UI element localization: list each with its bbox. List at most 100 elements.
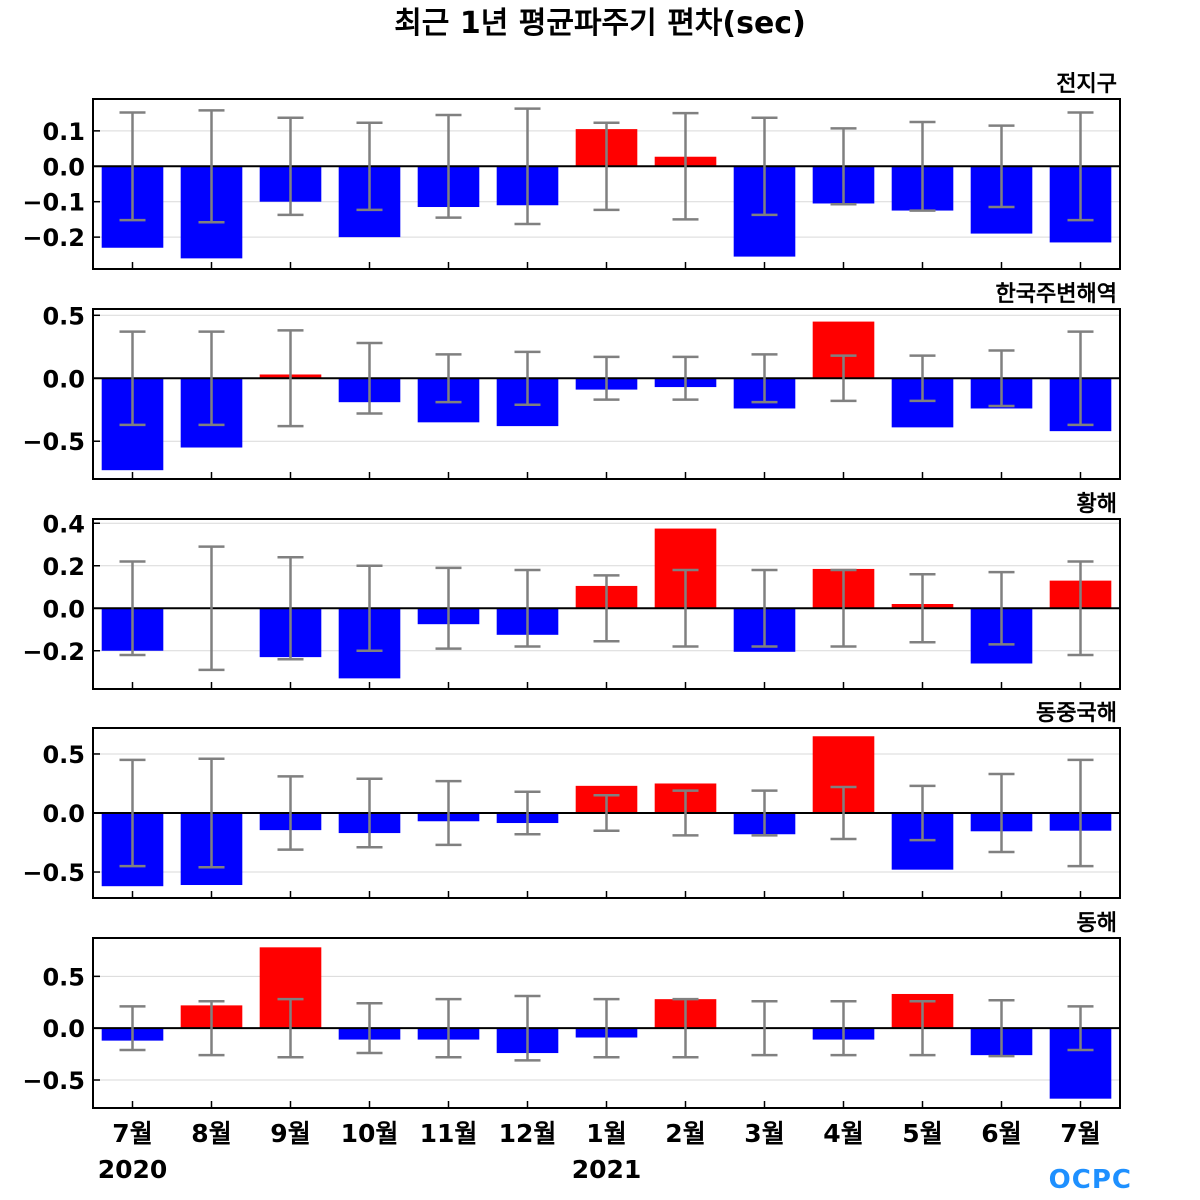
y-tick-label: −0.2	[22, 224, 85, 252]
panel-label: 전지구	[1056, 72, 1117, 97]
error-bar	[198, 545, 225, 672]
panel-2: 한국주변해역 0.5 0.0 −0.5	[22, 282, 1121, 480]
error-bar	[988, 772, 1015, 854]
y-tick-label: 0.5	[42, 963, 85, 991]
error-bar	[1067, 1005, 1094, 1052]
y-tick-label: 0.0	[42, 800, 85, 828]
error-bar	[119, 330, 146, 427]
x-tick-label: 7월	[112, 1119, 152, 1148]
error-bar	[751, 789, 778, 837]
error-bar	[119, 560, 146, 657]
error-bar	[988, 570, 1015, 646]
error-bar	[514, 107, 541, 226]
error-bar	[198, 109, 225, 224]
error-bar	[1067, 758, 1094, 868]
error-bar	[830, 785, 857, 841]
error-bar	[356, 564, 383, 652]
y-tick-label: 0.5	[42, 741, 85, 769]
error-bar	[593, 355, 620, 401]
error-bar	[1067, 111, 1094, 222]
panel-frame	[92, 937, 1121, 1109]
error-bar	[909, 573, 936, 644]
chart-panels: 전지구 0.1 0.0 −0.1 −0.2 한국주변해역 0.5 0.0 −0.5 황해 0.4 0.…	[22, 72, 1121, 1109]
error-bar	[198, 330, 225, 427]
error-bar	[1067, 330, 1094, 427]
error-bar	[672, 789, 699, 837]
y-tick-label: 0.0	[42, 595, 85, 623]
error-bar	[672, 111, 699, 221]
error-bar	[198, 757, 225, 869]
x-tick-label: 11월	[420, 1119, 478, 1148]
error-bar	[356, 777, 383, 849]
y-tick-label: 0.0	[42, 1015, 85, 1043]
x-tick-label: 6월	[981, 1119, 1021, 1148]
y-tick-label: −0.5	[22, 428, 85, 456]
x-tick-label: 10월	[341, 1119, 399, 1148]
panel-frame	[92, 518, 1121, 690]
error-bar	[830, 127, 857, 206]
error-bar	[909, 354, 936, 403]
error-bar	[672, 355, 699, 401]
error-bar	[988, 998, 1015, 1058]
error-bar	[593, 121, 620, 212]
y-tick-label: 0.1	[42, 118, 85, 146]
error-bar	[514, 790, 541, 836]
error-bar	[751, 116, 778, 217]
error-bar	[356, 341, 383, 415]
error-bar	[830, 354, 857, 403]
y-tick-label: 0.0	[42, 365, 85, 393]
error-bar	[514, 568, 541, 648]
logo-text: OCPC	[1049, 1165, 1132, 1195]
error-bar	[435, 779, 462, 847]
x-tick-label: 1월	[586, 1119, 626, 1148]
x-tick-label: 4월	[823, 1119, 863, 1148]
error-bar	[119, 758, 146, 868]
ocpc-logo: OCPC	[1049, 1165, 1132, 1195]
panel-label: 황해	[1077, 492, 1117, 517]
error-bar	[277, 775, 304, 851]
error-bar	[435, 997, 462, 1059]
error-bar	[356, 1002, 383, 1055]
x-tick-label: 9월	[270, 1119, 310, 1148]
x-tick-label: 3월	[744, 1119, 784, 1148]
error-bar	[751, 568, 778, 648]
y-tick-label: 0.5	[42, 302, 85, 330]
error-bar	[830, 999, 857, 1057]
error-bar	[435, 113, 462, 219]
panel-frame	[92, 98, 1121, 270]
error-bar	[751, 999, 778, 1057]
error-bar	[909, 999, 936, 1057]
error-bar	[593, 794, 620, 832]
error-bar	[198, 999, 225, 1057]
y-tick-label: −0.5	[22, 1067, 85, 1095]
y-tick-label: −0.2	[22, 638, 85, 666]
error-bar	[119, 1005, 146, 1052]
x-tick-label: 2월	[665, 1119, 705, 1148]
panel-label: 한국주변해역	[996, 282, 1117, 307]
chart-title: 최근 1년 평균파주기 편차(sec)	[394, 6, 806, 41]
panel-frame	[92, 308, 1121, 480]
error-bar	[514, 994, 541, 1062]
error-bar	[119, 111, 146, 222]
error-bar	[593, 997, 620, 1059]
x-tick-label: 8월	[191, 1119, 231, 1148]
panel-label: 동중국해	[1036, 701, 1117, 726]
x-tick-label: 7월	[1060, 1119, 1100, 1148]
x-tick-label: 12월	[499, 1119, 557, 1148]
error-bar	[435, 353, 462, 404]
error-bar	[909, 120, 936, 212]
error-bar	[277, 116, 304, 217]
error-bar	[356, 121, 383, 212]
error-bar	[277, 329, 304, 428]
x-tick-label: 5월	[902, 1119, 942, 1148]
error-bar	[277, 556, 304, 661]
error-bar	[988, 349, 1015, 408]
panel-frame	[92, 727, 1121, 899]
year-label: 2020	[98, 1155, 168, 1184]
error-bar	[672, 997, 699, 1059]
y-tick-label: −0.1	[22, 189, 85, 217]
error-bar	[593, 574, 620, 643]
y-tick-label: −0.5	[22, 859, 85, 887]
panel-3: 황해 0.4 0.2 0.0 −0.2	[22, 492, 1121, 690]
x-axis: 7월 8월 9월 10월 11월 12월 1월 2월 3월 4월 5월 6월 7월 2020 2021	[98, 1119, 1101, 1184]
